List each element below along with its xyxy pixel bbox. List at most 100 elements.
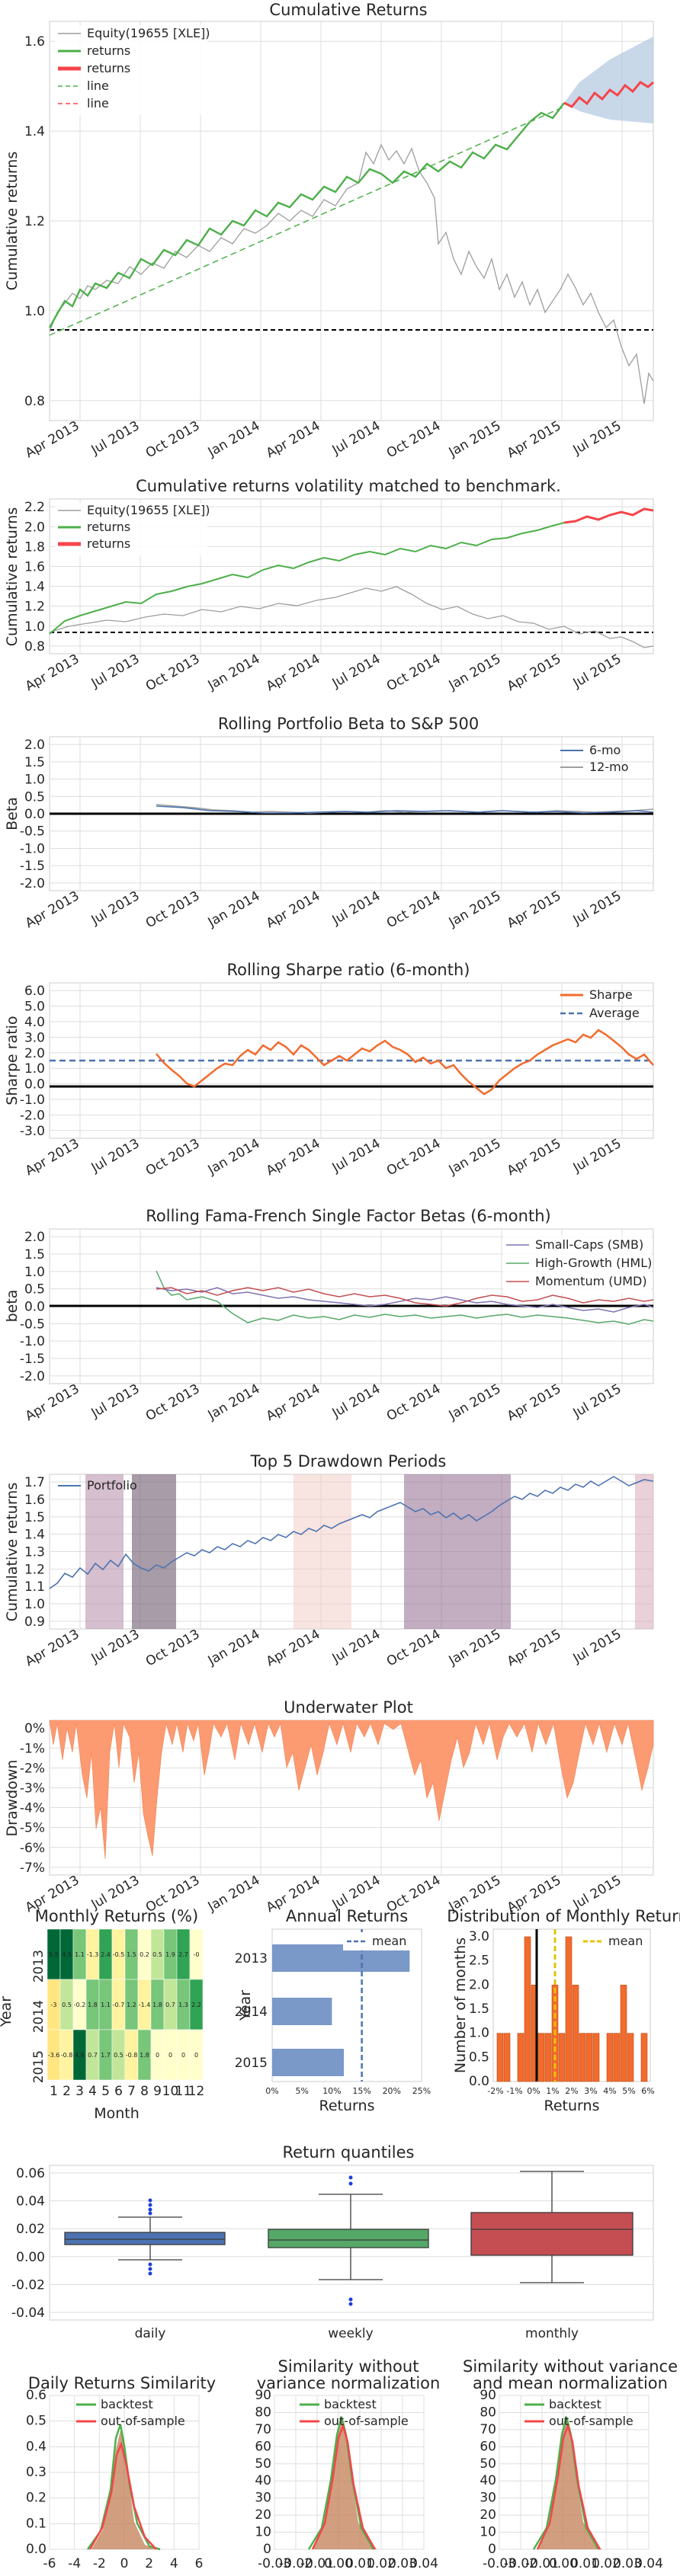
distribution-ytick: 1.0 bbox=[469, 2026, 489, 2041]
famafrench-legend: Small-Caps (SMB) High-Growth (HML) Momen… bbox=[503, 1236, 652, 1294]
sim1-ytick: 0.2 bbox=[26, 2491, 47, 2506]
drawdown-panel: Top 5 Drawdown Periods Portfolio Cumulat… bbox=[4, 1452, 654, 1630]
volmatch-xtick: Apr 2013 bbox=[23, 651, 82, 694]
sharpe-xtick: Oct 2013 bbox=[143, 1136, 203, 1179]
famafrench-ytick: -0.5 bbox=[20, 1317, 45, 1332]
sim1-xtick: 0 bbox=[120, 2556, 129, 2571]
sim3-legend: backtest out-of-sample bbox=[524, 2397, 633, 2428]
volmatch-ytick: 0.8 bbox=[24, 639, 45, 654]
sim2-area bbox=[313, 2419, 377, 2549]
sharpe-xtick: Jan 2015 bbox=[446, 1136, 504, 1178]
sharpe-xtick: Apr 2015 bbox=[505, 1136, 564, 1179]
famafrench-ylabel: beta bbox=[4, 1290, 21, 1323]
monthly-cell-value: 1.5 bbox=[127, 1951, 136, 1958]
monthly-cell-value: 2.7 bbox=[178, 1951, 188, 1958]
monthly-cell-value: 0.5 bbox=[114, 2052, 123, 2059]
cumret-legend-0: Equity(19655 [XLE]) bbox=[87, 26, 210, 40]
monthly-title: Monthly Returns (%) bbox=[35, 1907, 198, 1925]
sim2-backtest-line bbox=[307, 2416, 375, 2550]
monthly-cell-value: 0.7 bbox=[88, 2052, 98, 2059]
cumret-insample-line bbox=[48, 102, 565, 328]
drawdown-period-4 bbox=[404, 1474, 511, 1629]
famafrench-hml-line bbox=[156, 1270, 654, 1325]
monthly-year-label: 2015 bbox=[31, 2050, 47, 2083]
volmatch-xtick: Oct 2014 bbox=[384, 651, 444, 694]
famafrench-legend-0: Small-Caps (SMB) bbox=[535, 1237, 643, 1252]
monthly-month-label: 8 bbox=[140, 2084, 149, 2099]
monthly-cell-value: -0.7 bbox=[113, 2002, 125, 2008]
sim3-xtick: 0.02 bbox=[592, 2556, 621, 2571]
beta-ytick: -0.5 bbox=[20, 824, 45, 840]
drawdown-legend-0: Portfolio bbox=[87, 1478, 137, 1493]
drawdown-period-3 bbox=[293, 1474, 351, 1629]
monthly-month-label: 6 bbox=[114, 2084, 123, 2099]
sharpe-xtick: Jul 2013 bbox=[88, 1136, 143, 1176]
underwater-ytick: -5% bbox=[20, 1821, 45, 1836]
sim2-ytick: 70 bbox=[255, 2422, 271, 2437]
annual-bar bbox=[272, 2049, 345, 2076]
sim3-xtick: -0.03 bbox=[483, 2556, 516, 2571]
distribution-bar bbox=[640, 2033, 648, 2082]
volmatch-xtick: Jan 2014 bbox=[205, 651, 263, 693]
annual-year-label: 2014 bbox=[235, 2005, 268, 2020]
distribution-xtick: 1% bbox=[546, 2086, 559, 2096]
beta-xtick: Jul 2013 bbox=[88, 888, 143, 928]
monthly-cell-value: 0.2 bbox=[140, 1951, 149, 1958]
cumret-grid bbox=[50, 21, 653, 421]
distribution-bar bbox=[606, 2033, 614, 2082]
sim3-ytick: 90 bbox=[480, 2388, 496, 2403]
sim2-panel: Similarity without variance normalizatio… bbox=[257, 2357, 441, 2550]
cumret-xtick: Oct 2014 bbox=[384, 418, 444, 461]
sharpe-legend: Sharpe Average bbox=[560, 987, 640, 1020]
sim1-area bbox=[91, 2430, 156, 2549]
drawdown-ytick: 1.4 bbox=[24, 1528, 45, 1543]
beta-xtick: Apr 2015 bbox=[505, 888, 564, 931]
sim2-xtick: 0.04 bbox=[409, 2556, 438, 2571]
cumret-ytick: 1.4 bbox=[24, 124, 45, 139]
sim2-ytick: 40 bbox=[255, 2473, 271, 2488]
sim3-title-line1: Similarity without variance bbox=[463, 2357, 678, 2376]
sharpe-ytick: 2.0 bbox=[24, 1046, 45, 1061]
distribution-bar bbox=[579, 2033, 586, 2082]
beta-ytick: 1.5 bbox=[24, 755, 45, 770]
cumret-xtick: Apr 2014 bbox=[264, 418, 323, 461]
sim2-ytick: 80 bbox=[255, 2405, 271, 2420]
drawdown-ytick: 1.2 bbox=[24, 1562, 45, 1577]
cumret-ytick: 1.2 bbox=[24, 214, 45, 229]
monthly-cell-value: 2.2 bbox=[191, 2002, 201, 2008]
volmatch-ylabel: Cumulative returns bbox=[4, 507, 21, 646]
sim1-legend-1: out-of-sample bbox=[101, 2414, 185, 2428]
beta-ytick: -1.0 bbox=[20, 841, 45, 856]
distribution-bar bbox=[565, 1936, 573, 2082]
sim3-backtest-line bbox=[532, 2416, 600, 2550]
distribution-bar bbox=[613, 2033, 621, 2082]
sim3-ytick: 80 bbox=[480, 2405, 496, 2420]
sim2-title-line2: variance normalization bbox=[257, 2374, 441, 2392]
sim2-ytick: 60 bbox=[255, 2439, 271, 2454]
drawdown-period-5 bbox=[635, 1474, 653, 1629]
drawdown-ytick: 1.3 bbox=[24, 1545, 45, 1560]
cumret-legend: Equity(19655 [XLE]) returns returns line… bbox=[55, 25, 210, 115]
annual-xtick: 20% bbox=[383, 2086, 401, 2096]
sim1-xtick: -6 bbox=[43, 2556, 56, 2571]
monthly-ylabel: Year bbox=[0, 1996, 14, 2027]
beta-ytick: 0.5 bbox=[24, 789, 45, 805]
famafrench-xtick: Apr 2014 bbox=[264, 1381, 323, 1424]
monthly-cell bbox=[189, 2029, 204, 2081]
beta-xtick: Oct 2014 bbox=[384, 888, 444, 931]
sharpe-ytick: 3.0 bbox=[24, 1030, 45, 1045]
sim2-xtick: -0.03 bbox=[258, 2556, 291, 2571]
volmatch-ytick: 1.4 bbox=[24, 580, 45, 595]
sim1-legend-0: backtest bbox=[101, 2397, 153, 2411]
volmatch-benchmark-line bbox=[49, 586, 654, 648]
drawdown-portfolio-line bbox=[49, 1476, 654, 1589]
distribution-xtick: -1% bbox=[506, 2086, 522, 2096]
monthly-cell-value: 2.4 bbox=[101, 1951, 111, 1958]
famafrench-panel: Rolling Fama-French Single Factor Betas … bbox=[4, 1207, 654, 1384]
famafrench-legend-2: Momentum (UMD) bbox=[535, 1274, 647, 1288]
quantile-box-daily bbox=[64, 2198, 226, 2276]
underwater-ytick: -6% bbox=[20, 1841, 45, 1856]
drawdown-xtick: Jan 2015 bbox=[446, 1627, 504, 1669]
distribution-panel: Distribution of Monthly Returns mean Ret… bbox=[447, 1907, 680, 2114]
